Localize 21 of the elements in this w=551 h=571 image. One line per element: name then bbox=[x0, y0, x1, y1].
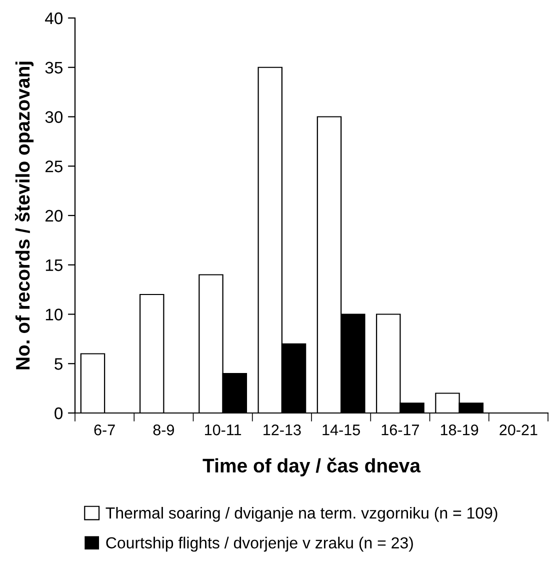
y-tick-label: 20 bbox=[45, 210, 63, 222]
x-axis-title: Time of day / čas dneva bbox=[202, 458, 421, 476]
x-tick-label: 8-9 bbox=[153, 424, 174, 436]
y-tick-label: 5 bbox=[54, 358, 62, 370]
y-tick-label: 30 bbox=[45, 111, 63, 123]
x-tick-label: 6-7 bbox=[94, 424, 115, 436]
legend-label: Thermal soaring / dviganje na term. vzgorniku (n = 109) bbox=[106, 506, 498, 522]
x-tick-label: 10-11 bbox=[205, 424, 242, 436]
legend-label: Courtship flights / dvorjenje v zraku (n = 23) bbox=[106, 536, 413, 552]
y-tick-label: 0 bbox=[54, 407, 63, 420]
x-tick-label: 16-17 bbox=[382, 424, 419, 436]
y-axis-title: No. of records / število opazovanj bbox=[14, 62, 34, 370]
x-tick-label: 14-15 bbox=[322, 424, 360, 436]
y-tick-label: 25 bbox=[45, 160, 62, 172]
y-tick-label: 35 bbox=[45, 62, 62, 74]
y-tick-label: 40 bbox=[45, 12, 63, 24]
y-tick-label: 15 bbox=[46, 259, 62, 272]
x-tick-label: 18-19 bbox=[440, 424, 478, 436]
y-tick-label: 10 bbox=[46, 308, 63, 320]
x-tick-label: 20-21 bbox=[500, 424, 538, 436]
x-tick-label: 12-13 bbox=[264, 424, 301, 436]
